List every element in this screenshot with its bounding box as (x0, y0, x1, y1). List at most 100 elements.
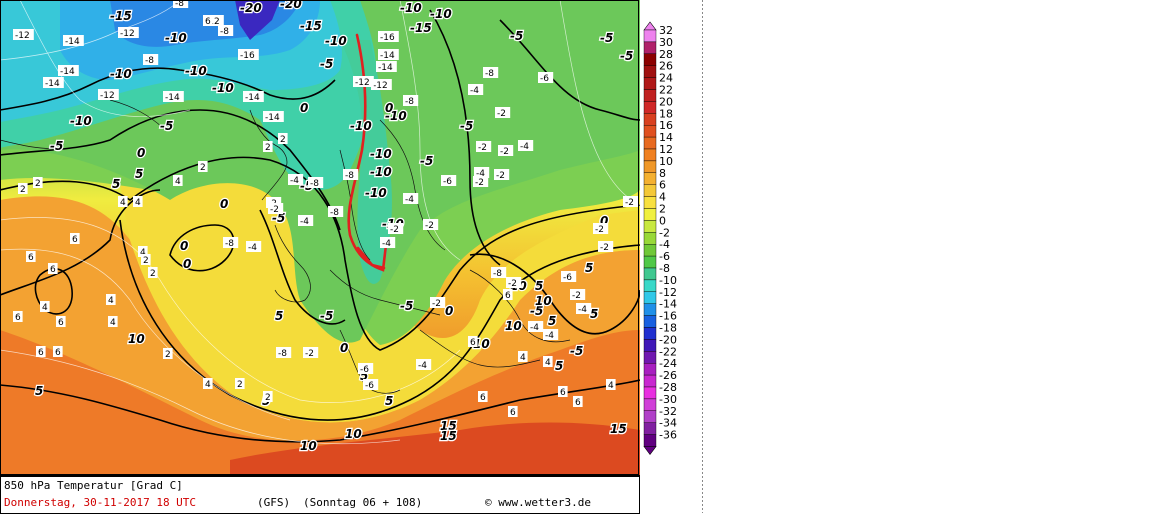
scale-swatch (643, 255, 657, 269)
scale-label: -28 (659, 381, 677, 394)
scale-label: -2 (659, 226, 670, 239)
value-label-box (468, 336, 478, 347)
scale-label: 0 (659, 214, 666, 227)
scale-label: -12 (659, 286, 677, 299)
value-label: -14 (45, 79, 60, 89)
value-label-box (263, 391, 273, 402)
value-label-box (378, 31, 399, 42)
value-label-box (108, 316, 118, 327)
value-label-box (18, 183, 28, 194)
scale-label: 18 (659, 107, 673, 120)
value-label-box (33, 177, 43, 188)
scale-label: -22 (659, 345, 677, 358)
isotherm-label: -5 (510, 29, 523, 43)
value-label-box (543, 356, 553, 367)
value-label-box (476, 141, 492, 152)
value-label: -4 (520, 142, 529, 152)
value-label: -2 (625, 198, 634, 208)
value-label: -8 (330, 208, 339, 218)
scale-label: -8 (659, 262, 670, 275)
value-label-box (98, 89, 119, 100)
value-label: -4 (530, 323, 539, 333)
credit-link[interactable]: © www.wetter3.de (485, 496, 591, 509)
scale-swatch (643, 136, 657, 150)
value-label: 2 (237, 380, 243, 390)
isotherm-label: 5 (275, 309, 283, 323)
value-label: -12 (373, 81, 388, 91)
value-label-box (423, 219, 439, 230)
scale-label: -32 (659, 405, 677, 418)
value-label: -2 (600, 243, 609, 253)
value-label: -12 (15, 31, 30, 41)
isotherm-label: -15 (410, 21, 432, 35)
value-label-box (593, 223, 609, 234)
scale-label: 16 (659, 119, 673, 132)
scale-arrow-top (643, 21, 657, 31)
value-label: -4 (578, 305, 587, 315)
isotherm-label: -5 (620, 49, 633, 63)
isotherm-label: -5 (320, 309, 333, 323)
value-label-box (363, 379, 379, 390)
value-label-box (235, 378, 245, 389)
value-label-box (43, 77, 64, 88)
value-label-box (13, 311, 23, 322)
value-label: 6 (50, 265, 56, 275)
isotherm-label: -10 (325, 34, 347, 48)
map-border (0, 0, 639, 475)
value-label-box (173, 175, 183, 186)
scale-label: -34 (659, 417, 677, 430)
value-label-box (403, 95, 419, 106)
value-label-box (388, 223, 404, 234)
scale-swatch (643, 113, 657, 126)
value-label: -2 (432, 299, 441, 309)
value-label: 2 (143, 256, 149, 266)
scale-swatch (643, 422, 657, 435)
value-label: -4 (382, 239, 391, 249)
model-name: (GFS) (257, 496, 291, 509)
scale-label: 30 (659, 36, 673, 49)
value-label-box (63, 35, 84, 46)
isotherm-label: -10 (370, 147, 392, 161)
scale-swatch (643, 374, 657, 388)
scale-swatch (643, 327, 657, 340)
value-label: -6 (563, 273, 572, 283)
isotherm-label: -10 (385, 109, 407, 123)
value-label-box (13, 29, 34, 40)
isotherm-label: 15 (440, 419, 457, 433)
value-label-box (478, 391, 488, 402)
value-label: -4 (248, 243, 257, 253)
map-caption: 850 hPa Temperatur [Grad C] Donnerstag, … (0, 475, 640, 514)
value-label: 2 (265, 393, 271, 403)
scale-swatch (643, 184, 657, 197)
scale-swatch (643, 363, 657, 376)
value-label: 4 (110, 318, 116, 328)
warm-zone-red (230, 422, 640, 475)
value-label: -2 (595, 225, 604, 235)
isotherm-label: 0 (300, 101, 308, 115)
value-label: -8 (220, 27, 229, 37)
value-label: -4 (418, 361, 427, 371)
isotherm-label: 5 (548, 314, 556, 328)
value-label: -14 (60, 67, 75, 77)
scale-swatch (643, 196, 657, 209)
value-label: 6 (28, 253, 34, 263)
scale-swatch (643, 208, 657, 221)
value-label: -14 (265, 113, 280, 123)
scale-swatch (643, 65, 657, 78)
scale-label: 22 (659, 84, 673, 97)
value-label-box (48, 263, 58, 274)
value-label: 6 (58, 318, 64, 328)
value-label-box (58, 65, 79, 76)
value-label-box (606, 379, 616, 390)
isotherm-label: -5 (160, 119, 173, 133)
scale-swatch (643, 243, 657, 257)
value-label-box (598, 241, 614, 252)
value-label-box (26, 251, 36, 262)
value-label: 4 (120, 198, 126, 208)
value-label: 2 (20, 185, 26, 195)
value-label: -8 (225, 239, 234, 249)
value-label-box (308, 177, 324, 188)
value-label-box (430, 297, 446, 308)
value-label-box (288, 174, 304, 185)
isotherm-label: -5 (50, 139, 63, 153)
